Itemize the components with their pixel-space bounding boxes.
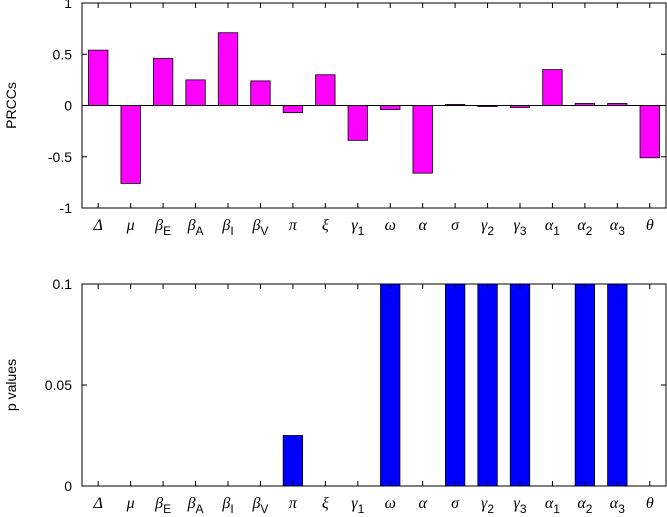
x-tick-label: βA bbox=[187, 217, 204, 238]
y-tick-label: 0 bbox=[64, 478, 72, 494]
x-tick-label: ω bbox=[385, 495, 396, 512]
x-tick-label: α bbox=[418, 217, 427, 234]
x-tick-label: γ3 bbox=[514, 217, 527, 238]
x-tick-label: βE bbox=[154, 495, 171, 516]
y-tick-label: 0.05 bbox=[45, 377, 72, 393]
x-tick-label: μ bbox=[126, 495, 135, 512]
y-tick-label: 0.1 bbox=[53, 276, 73, 292]
bar bbox=[412, 105, 433, 174]
x-tick-label: βI bbox=[221, 217, 233, 238]
x-tick-label: σ bbox=[451, 217, 460, 234]
bar bbox=[574, 283, 596, 487]
x-tick-label: α1 bbox=[545, 495, 560, 516]
x-tick-label: α2 bbox=[577, 217, 592, 238]
x-tick-label: π bbox=[289, 495, 298, 512]
x-tick-label: Δ bbox=[93, 495, 103, 512]
bar bbox=[380, 283, 401, 487]
x-tick-label: γ2 bbox=[481, 495, 494, 516]
x-tick-label: γ3 bbox=[514, 495, 527, 516]
x-tick-label: βE bbox=[154, 217, 171, 238]
bar bbox=[250, 80, 271, 106]
bar bbox=[607, 283, 628, 487]
x-tick-label: α1 bbox=[545, 217, 560, 238]
x-tick-label: α3 bbox=[610, 217, 625, 238]
y-tick-label: 0 bbox=[64, 98, 72, 114]
x-tick-label: θ bbox=[646, 495, 654, 512]
axes-frame bbox=[81, 283, 667, 487]
y-axis-label: p values bbox=[3, 359, 19, 411]
x-tick-label: γ2 bbox=[481, 217, 494, 238]
bar bbox=[282, 105, 304, 114]
x-tick-label: Δ bbox=[93, 217, 103, 234]
bar bbox=[315, 74, 336, 106]
y-tick-label: 0.5 bbox=[53, 46, 73, 62]
bar bbox=[217, 32, 239, 106]
bar bbox=[347, 105, 368, 141]
x-tick-label: ω bbox=[385, 217, 396, 234]
axes-frame bbox=[81, 2, 667, 209]
y-axis-label: PRCCs bbox=[3, 82, 19, 129]
bar bbox=[380, 105, 401, 110]
bar bbox=[477, 283, 498, 487]
x-tick-label: α bbox=[418, 495, 427, 512]
bar bbox=[639, 105, 660, 159]
x-tick-label: γ1 bbox=[351, 217, 364, 238]
y-tick-label: 1 bbox=[64, 0, 72, 11]
x-tick-label: π bbox=[289, 217, 298, 234]
bar bbox=[282, 435, 304, 487]
x-tick-label: α2 bbox=[577, 495, 592, 516]
x-tick-label: βA bbox=[187, 495, 204, 516]
x-tick-label: γ1 bbox=[351, 495, 364, 516]
x-tick-label: ξ bbox=[322, 495, 329, 512]
x-tick-label: σ bbox=[451, 495, 460, 512]
y-tick-label: -0.5 bbox=[48, 149, 72, 165]
plot-area bbox=[82, 284, 666, 486]
bar bbox=[152, 57, 174, 106]
x-tick-label: θ bbox=[646, 217, 654, 234]
bar bbox=[88, 49, 109, 106]
x-tick-label: βV bbox=[251, 495, 268, 516]
x-tick-label: ξ bbox=[322, 217, 329, 234]
bar bbox=[185, 79, 206, 106]
x-tick-label: α3 bbox=[610, 495, 625, 516]
bar bbox=[509, 283, 531, 487]
bar bbox=[444, 283, 466, 487]
bar bbox=[542, 69, 563, 106]
x-tick-label: βI bbox=[221, 495, 233, 516]
y-tick-label: -1 bbox=[60, 200, 73, 216]
x-tick-label: βV bbox=[251, 217, 268, 238]
bar bbox=[120, 105, 141, 184]
x-tick-label: μ bbox=[126, 217, 135, 234]
